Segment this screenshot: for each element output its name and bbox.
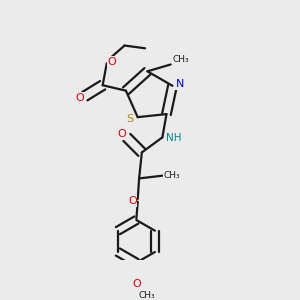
Text: O: O — [75, 92, 84, 103]
Text: CH₃: CH₃ — [164, 171, 180, 180]
Text: O: O — [118, 129, 126, 139]
Text: S: S — [127, 113, 134, 124]
Text: O: O — [128, 196, 136, 206]
Text: O: O — [132, 279, 141, 289]
Text: NH: NH — [166, 133, 181, 143]
Text: N: N — [176, 80, 184, 89]
Text: CH₃: CH₃ — [172, 55, 189, 64]
Text: CH₃: CH₃ — [138, 291, 154, 300]
Text: O: O — [108, 57, 117, 67]
